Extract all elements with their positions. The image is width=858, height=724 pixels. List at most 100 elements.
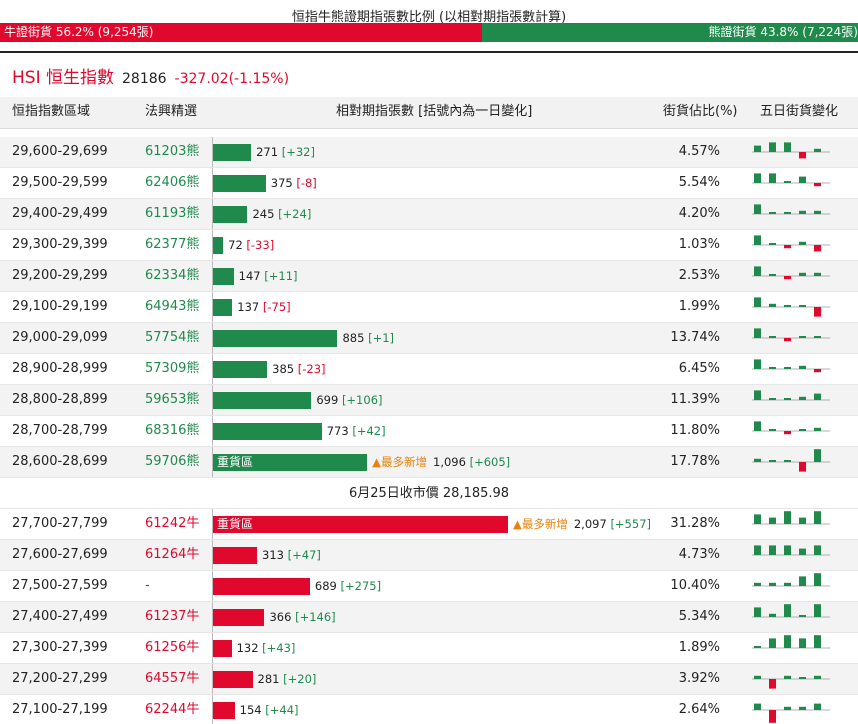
bar-axis [212, 633, 213, 663]
header-trend: 五日街貨變化 [760, 104, 839, 119]
qty-bar [213, 547, 258, 564]
trend-bar [814, 675, 821, 679]
qty-value: 773 [326, 424, 349, 438]
warrant-code-link[interactable]: 61264牛 [145, 547, 200, 562]
qty-value: 885 [342, 331, 365, 345]
qty-bar [213, 361, 268, 378]
trend-bar [769, 517, 776, 524]
bar-axis [212, 261, 213, 291]
table-row: 28,800-28,899 59653熊 699 [+106] 11.39% [0, 385, 858, 416]
trend-bar [814, 393, 821, 400]
qty-text: 271 [+32] [256, 137, 315, 167]
qty-text: 375 [-8] [271, 168, 317, 198]
trend-bar [769, 274, 776, 276]
trend-bar [784, 367, 791, 369]
qty-change: [+44] [265, 703, 299, 717]
range-cell: 28,700-28,799 [12, 423, 108, 438]
table-row: 27,400-27,499 61237牛 366 [+146] 5.34% [0, 602, 858, 633]
five-day-trend-chart [752, 359, 830, 373]
five-day-trend-chart [752, 173, 830, 187]
qty-bar [213, 609, 265, 626]
trend-bar [769, 336, 776, 338]
index-header: HSI 恒生指數 28186 -327.02(-1.15%) [12, 63, 289, 88]
qty-change: [-33] [246, 238, 275, 252]
warrant-code-link[interactable]: 62334熊 [145, 268, 200, 283]
range-cell: 27,600-27,699 [12, 547, 108, 562]
qty-value: 375 [270, 176, 293, 190]
warrant-code-link[interactable]: 68316熊 [145, 423, 200, 438]
range-cell: 29,600-29,699 [12, 144, 108, 159]
trend-bar [799, 429, 806, 431]
bar-axis [212, 230, 213, 260]
qty-change: [+275] [340, 579, 382, 593]
range-cell: 28,900-28,999 [12, 361, 108, 376]
table-header: 恒指指數區域 法興精選 相對期指張數 [括號內為一日變化] 街貨佔比(%) 五日… [0, 97, 858, 129]
qty-text: 385 [-23] [272, 354, 325, 384]
warrant-code-link[interactable]: - [145, 578, 150, 593]
trend-bar [754, 545, 761, 555]
warrant-code-link[interactable]: 61193熊 [145, 206, 200, 221]
qty-change: [-75] [262, 300, 291, 314]
qty-value: 366 [269, 610, 292, 624]
trend-bar [799, 272, 806, 276]
trend-bar [769, 243, 776, 245]
warrant-code-link[interactable]: 57754熊 [145, 330, 200, 345]
qty-value: 154 [239, 703, 262, 717]
warrant-code-link[interactable]: 62406熊 [145, 175, 200, 190]
warrant-code-link[interactable]: 61203熊 [145, 144, 200, 159]
warrant-code-link[interactable]: 61242牛 [145, 516, 200, 531]
qty-bar [213, 175, 266, 192]
street-share-pct: 4.57% [678, 144, 720, 159]
warrant-code-link[interactable]: 59653熊 [145, 392, 200, 407]
trend-bar [799, 576, 806, 586]
qty-value: 281 [257, 672, 280, 686]
qty-change: [+43] [262, 641, 296, 655]
qty-value: 699 [316, 393, 339, 407]
trend-bar [814, 573, 821, 586]
five-day-trend-chart [752, 604, 830, 618]
range-cell: 28,600-28,699 [12, 454, 108, 469]
trend-bar [814, 245, 821, 252]
qty-text: 154 [+44] [240, 695, 299, 724]
trend-bar [799, 615, 806, 617]
trend-bar [799, 365, 806, 369]
street-share-pct: 13.74% [670, 330, 720, 345]
warrant-code-link[interactable]: 62377熊 [145, 237, 200, 252]
trend-bar [799, 396, 806, 400]
trend-bar [754, 266, 761, 276]
warrant-code-link[interactable]: 57309熊 [145, 361, 200, 376]
trend-bar [784, 142, 791, 152]
trend-bar [784, 212, 791, 214]
qty-value: 271 [256, 145, 279, 159]
bar-axis [212, 323, 213, 353]
range-cell: 29,400-29,499 [12, 206, 108, 221]
qty-text: ▲最多新增 2,097 [+557] [513, 509, 651, 539]
street-share-pct: 10.40% [670, 578, 720, 593]
index-name[interactable]: HSI 恒生指數 [12, 68, 114, 88]
warrant-code-link[interactable]: 64557牛 [145, 671, 200, 686]
bar-axis [212, 354, 213, 384]
bar-axis [212, 540, 213, 570]
trend-bar [769, 173, 776, 183]
table-row: 29,500-29,599 62406熊 375 [-8] 5.54% [0, 168, 858, 199]
warrant-code-link[interactable]: 59706熊 [145, 454, 200, 469]
warrant-code-link[interactable]: 64943熊 [145, 299, 200, 314]
qty-text: 366 [+146] [269, 602, 335, 632]
trend-bar [784, 582, 791, 586]
street-share-pct: 5.54% [678, 175, 720, 190]
qty-text: 137 [-75] [237, 292, 290, 322]
warrant-code-link[interactable]: 62244牛 [145, 702, 200, 717]
warrant-code-link[interactable]: 61237牛 [145, 609, 200, 624]
table-row: 27,300-27,399 61256牛 132 [+43] 1.89% [0, 633, 858, 664]
trend-bar [799, 462, 806, 472]
qty-bar [213, 578, 310, 595]
qty-value: 245 [252, 207, 275, 221]
range-cell: 27,400-27,499 [12, 609, 108, 624]
range-cell: 29,100-29,199 [12, 299, 108, 314]
qty-change: [+24] [278, 207, 312, 221]
warrant-code-link[interactable]: 61256牛 [145, 640, 200, 655]
qty-bar [213, 237, 224, 254]
five-day-trend-chart [752, 204, 830, 215]
trend-bar [814, 148, 821, 152]
street-share-pct: 31.28% [670, 516, 720, 531]
